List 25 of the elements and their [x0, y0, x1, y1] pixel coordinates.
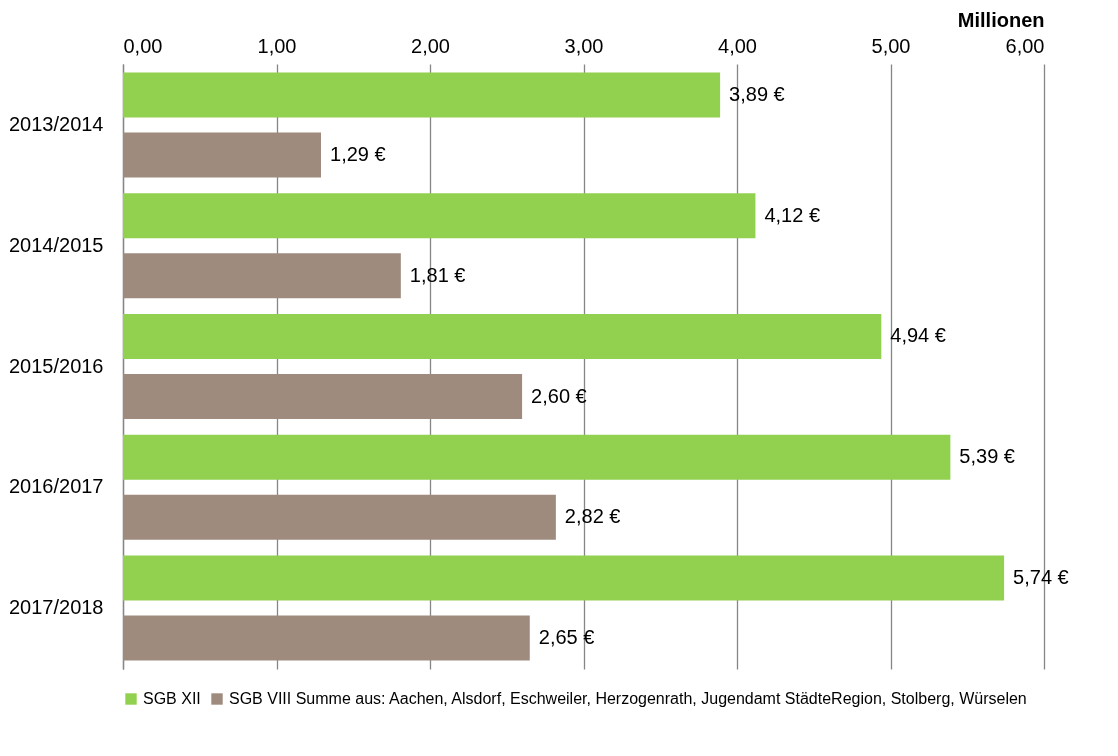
data-label: 2,65 €	[538, 626, 595, 649]
x-tick-label: 0,00	[123, 34, 163, 57]
data-label: 1,81 €	[409, 263, 466, 286]
legend-label: SGB VIII Summe aus: Aachen, Alsdorf, Eschweiler, Herzogenrath, Jugendamt StädteRegion, Stolberg, Würselen	[229, 690, 1027, 707]
data-label: 2,82 €	[564, 505, 621, 528]
y-tick-label: 2017/2018	[8, 596, 104, 619]
y-tick-label: 2014/2015	[8, 233, 104, 256]
x-tick-label: 5,00	[871, 34, 911, 57]
x-tick-label: 6,00	[1005, 34, 1045, 57]
x-tick-label: 1,00	[257, 34, 297, 57]
data-label: 5,39 €	[959, 445, 1015, 468]
x-tick-label: 3,00	[564, 34, 604, 57]
y-tick-label: 2015/2016	[8, 354, 104, 377]
y-tick-label: 2016/2017	[8, 475, 104, 498]
x-tick-label: 4,00	[718, 34, 757, 57]
data-label: 4,12 €	[764, 203, 821, 226]
data-label: 1,29 €	[330, 143, 386, 165]
legend-label: SGB XII	[143, 690, 201, 707]
data-label: 5,74 €	[1013, 566, 1069, 588]
data-label: 4,94 €	[890, 324, 946, 347]
x-axis-title: Millionen	[957, 8, 1045, 31]
data-label: 3,89 €	[729, 82, 785, 105]
data-label: 2,60 €	[531, 384, 587, 407]
y-tick-label: 2013/2014	[8, 112, 104, 135]
x-tick-label: 2,00	[411, 34, 450, 57]
